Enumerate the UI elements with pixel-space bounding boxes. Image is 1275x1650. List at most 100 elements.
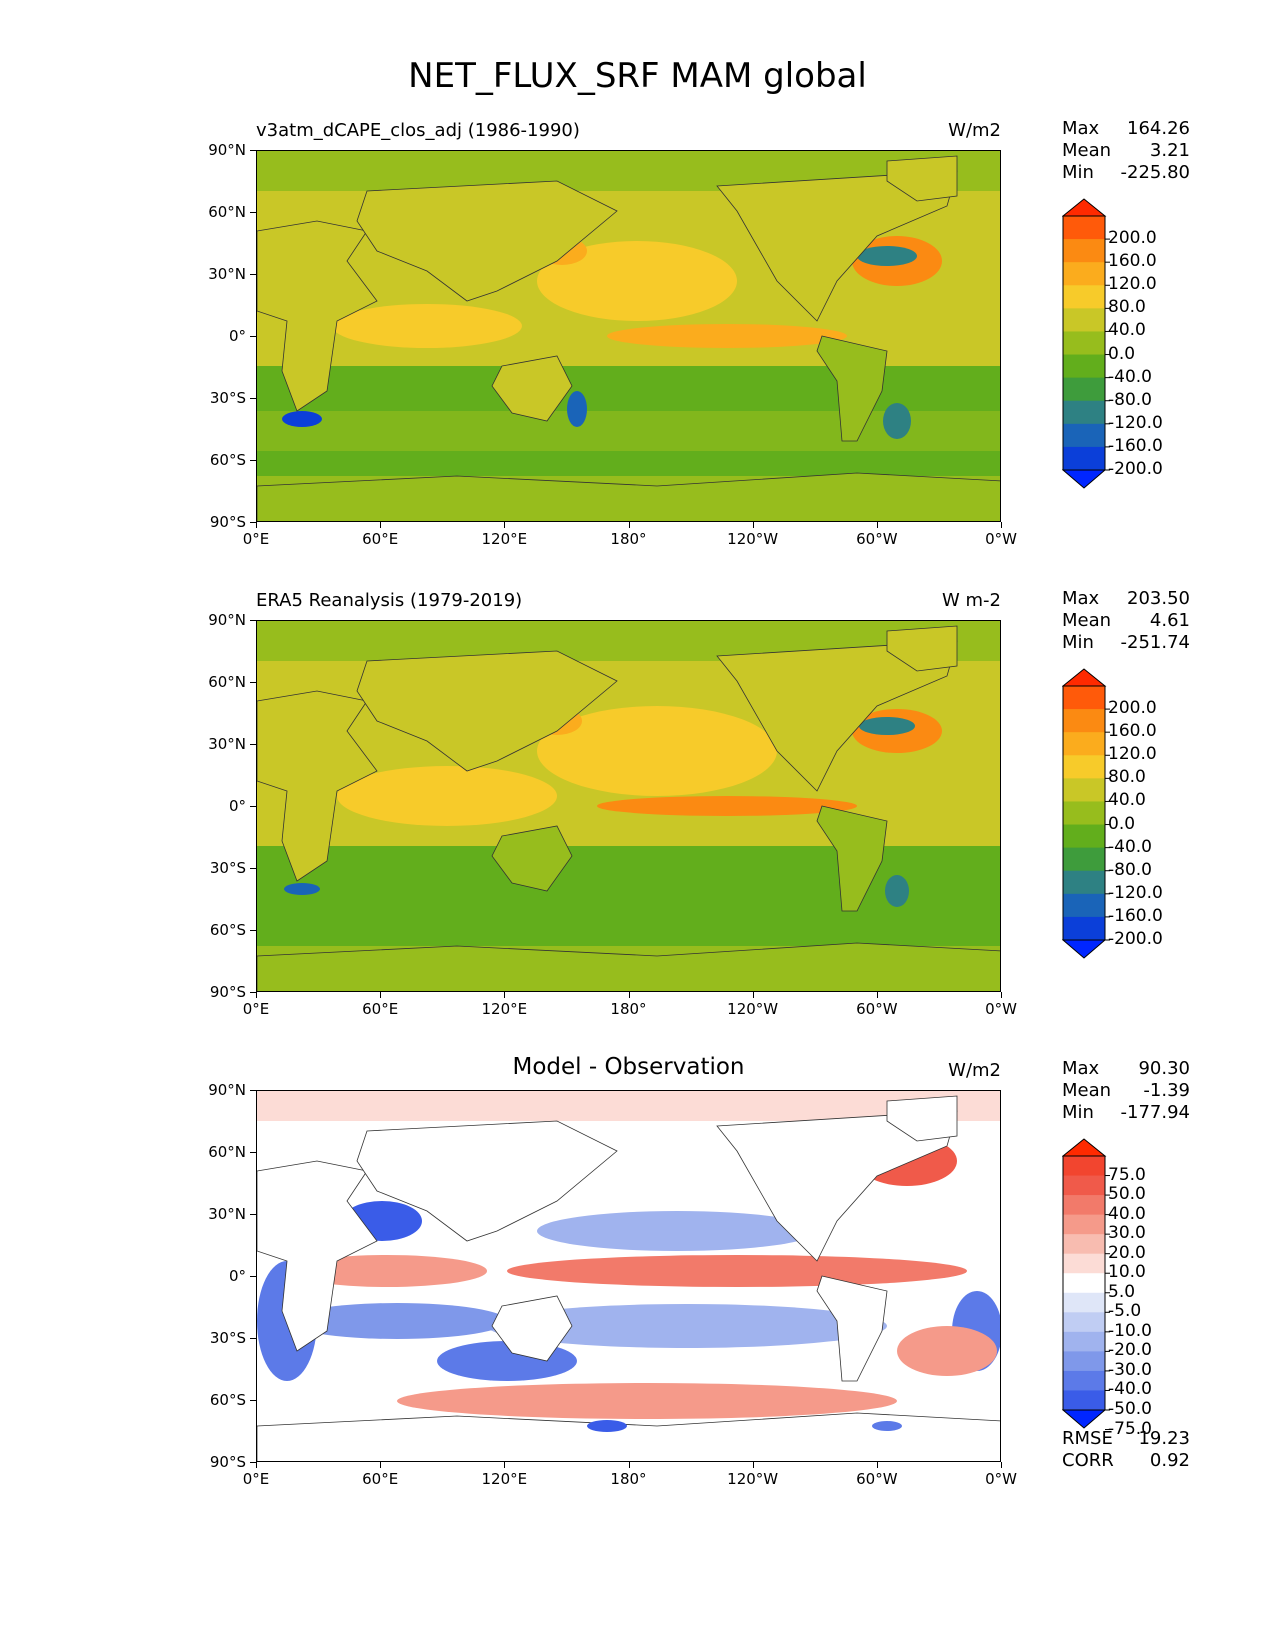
- colorbar-label: 30.0: [1108, 1223, 1146, 1244]
- colorbar-label: -40.0: [1108, 836, 1152, 857]
- stat-name: Max: [1062, 1058, 1100, 1079]
- lon-label: 120°W: [727, 1000, 779, 1018]
- lon-label: 120°E: [481, 1000, 528, 1018]
- colorbar-segment: [1063, 400, 1105, 425]
- panel-units: W/m2: [948, 1060, 1001, 1081]
- stat-value: 3.21: [1149, 140, 1190, 161]
- lat-tick: [250, 212, 256, 213]
- colorbar-extend-max: [1062, 198, 1107, 217]
- colorbar-segment: [1063, 285, 1105, 309]
- colorbar-extend-min: [1062, 469, 1107, 489]
- panel-title: v3atm_dCAPE_clos_adj (1986-1990): [256, 120, 580, 141]
- stat-name: Mean: [1062, 1080, 1112, 1101]
- colorbar-label: -40.0: [1108, 366, 1152, 387]
- lon-tick: [380, 522, 382, 528]
- colorbar-label: 5.0: [1108, 1281, 1136, 1302]
- lon-tick: [876, 522, 878, 528]
- colorbar-segment: [1063, 423, 1105, 448]
- lon-label: 120°E: [481, 1470, 528, 1488]
- lat-label: 60°N: [208, 1143, 246, 1161]
- lat-label: 90°N: [208, 141, 246, 159]
- stat-row: Min -251.74: [1062, 632, 1190, 654]
- lon-label: 180°: [610, 1000, 647, 1018]
- colorbar-segment: [1063, 870, 1105, 895]
- lat-tick: [250, 620, 256, 621]
- lon-label: 0°E: [242, 1000, 270, 1018]
- lon-label: 0°W: [985, 1470, 1017, 1488]
- lat-tick: [250, 522, 256, 523]
- stat-value: 4.61: [1149, 610, 1190, 631]
- colorbar-label: -160.0: [1108, 435, 1163, 456]
- lon-tick: [504, 992, 506, 998]
- stat-row: Max 203.50: [1062, 588, 1190, 610]
- colorbar-segment: [1063, 216, 1105, 240]
- panel-title: ERA5 Reanalysis (1979-2019): [256, 590, 523, 611]
- figure-title: NET_FLUX_SRF MAM global: [408, 56, 867, 96]
- stat-value: 90.30: [1138, 1058, 1190, 1079]
- lon-tick: [876, 1462, 878, 1468]
- colorbar-segment: [1063, 1312, 1105, 1333]
- colorbar-segment: [1063, 354, 1105, 379]
- lat-tick: [250, 398, 256, 399]
- lat-label: 90°N: [208, 611, 246, 629]
- rmse-corr-block: RMSE 19.23 CORR 0.92: [1062, 1428, 1190, 1472]
- stat-name: Mean: [1062, 140, 1112, 161]
- lat-tick: [250, 806, 256, 807]
- colorbar-label: 75.0: [1108, 1164, 1146, 1185]
- lat-tick: [250, 1276, 256, 1277]
- lat-tick: [250, 460, 256, 461]
- lon-label: 60°E: [362, 1470, 399, 1488]
- stat-name: Min: [1062, 162, 1094, 183]
- lon-tick: [380, 1462, 382, 1468]
- stat-value: -177.94: [1120, 1102, 1190, 1123]
- colorbar-label: -30.0: [1108, 1359, 1152, 1380]
- lat-label: 30°N: [208, 265, 246, 283]
- lat-label: 60°S: [209, 1391, 246, 1409]
- lat-tick: [250, 150, 256, 151]
- colorbar-label: 40.0: [1108, 1203, 1146, 1224]
- colorbar-label: -200.0: [1108, 929, 1163, 949]
- colorbar-label: 50.0: [1108, 1184, 1146, 1205]
- colorbar-segment: [1063, 801, 1105, 826]
- stat-name: Min: [1062, 632, 1094, 653]
- lon-label: 60°W: [856, 1000, 898, 1018]
- lat-tick: [250, 930, 256, 931]
- colorbar-label: -80.0: [1108, 859, 1152, 880]
- stat-row: RMSE 19.23: [1062, 1428, 1190, 1450]
- colorbar-segment: [1063, 686, 1105, 710]
- lat-label: 90°S: [209, 983, 246, 1001]
- colorbar-frame: [1062, 215, 1106, 471]
- colorbar-label: -160.0: [1108, 905, 1163, 926]
- panel-title: Model - Observation: [512, 1054, 745, 1080]
- colorbar-label: 10.0: [1108, 1262, 1146, 1283]
- stat-row: Mean 4.61: [1062, 610, 1190, 632]
- stat-name: Min: [1062, 1102, 1094, 1123]
- lon-tick: [1001, 1462, 1002, 1468]
- stat-name: CORR: [1062, 1450, 1114, 1471]
- lat-label: 30°S: [209, 1329, 246, 1347]
- colorbar: [1062, 1138, 1110, 1430]
- lon-label: 60°W: [856, 530, 898, 548]
- lon-label: 0°W: [985, 1000, 1017, 1018]
- panel-difference: Model - Observation W/m2: [0, 1054, 1275, 1530]
- lon-tick: [256, 1462, 257, 1468]
- lat-label: 30°S: [209, 859, 246, 877]
- stats-block: Max 203.50 Mean 4.61 Min -251.74: [1062, 588, 1190, 654]
- colorbar-segment: [1063, 446, 1105, 471]
- colorbar-segment: [1063, 1351, 1105, 1372]
- lon-tick: [504, 522, 506, 528]
- colorbar-frame: [1062, 685, 1106, 941]
- colorbar-label: 120.0: [1108, 274, 1157, 295]
- stat-name: Max: [1062, 118, 1100, 139]
- lon-tick: [876, 992, 878, 998]
- stat-value: -251.74: [1120, 632, 1190, 653]
- colorbar-segment: [1063, 709, 1105, 733]
- lat-tick: [250, 744, 256, 745]
- colorbar-segment: [1063, 824, 1105, 849]
- colorbar-label: 40.0: [1108, 790, 1146, 811]
- lon-label: 120°W: [727, 530, 779, 548]
- lon-label: 0°W: [985, 530, 1017, 548]
- lon-label: 180°: [610, 1470, 647, 1488]
- colorbar-label: 40.0: [1108, 320, 1146, 341]
- map-reference: [256, 620, 1001, 992]
